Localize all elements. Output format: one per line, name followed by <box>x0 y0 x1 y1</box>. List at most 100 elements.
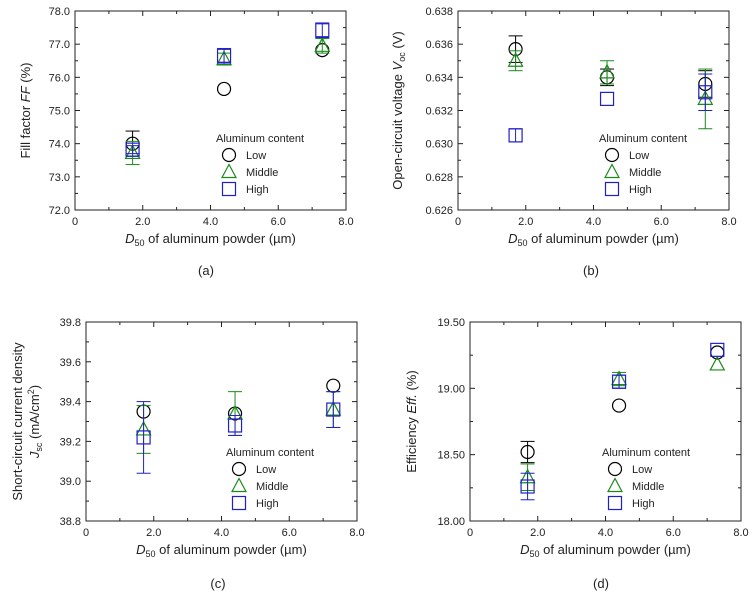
data-point-middle <box>507 51 524 67</box>
legend-marker-high <box>221 181 237 197</box>
data-point-high <box>125 142 140 157</box>
x-axis-label-subscript: 50 <box>146 549 156 559</box>
x-axis-label-subscript: 50 <box>518 238 528 248</box>
y-axis-label-text: Fill factor <box>18 102 33 158</box>
y-tick-label: 38.8 <box>60 516 81 528</box>
data-point-low <box>520 444 535 460</box>
data-point-high <box>326 402 341 417</box>
y-tick-label: 0.630 <box>425 139 453 151</box>
y-axis-label-text: Open-circuit voltage <box>390 70 405 189</box>
y-tick-label: 0.638 <box>425 6 453 18</box>
y-tick-label: 77.0 <box>49 39 70 51</box>
x-axis-label-symbol: D <box>508 231 517 246</box>
x-tick-label: 4.0 <box>214 527 229 539</box>
y-tick-label: 75.0 <box>49 106 70 118</box>
legend-marker-high <box>607 495 623 511</box>
legend-label-middle: Middle <box>256 481 288 493</box>
y-axis-label-superscript: 2 <box>26 389 36 394</box>
x-axis-label-subscript: 50 <box>530 549 540 559</box>
y-axis-label: Short-circuit current density <box>10 342 25 501</box>
legend-marker-middle <box>220 163 238 179</box>
y-axis-label-unit: (%) <box>404 370 419 394</box>
y-tick-label: 0.634 <box>425 72 453 84</box>
y-axis-label-symbol: V <box>390 60 405 70</box>
x-axis-label-symbol: D <box>520 542 529 557</box>
legend-marker-middle <box>230 477 248 493</box>
y-tick-label: 18.50 <box>437 450 465 462</box>
data-point-low <box>216 81 232 97</box>
y-axis-label: Open-circuit voltage Voc (V) <box>390 31 407 189</box>
x-tick-label: 8.0 <box>349 527 364 539</box>
y-axis-label-unit: (%) <box>18 62 33 86</box>
x-tick-label: 0 <box>455 216 461 228</box>
y-tick-label: 0.632 <box>425 106 453 118</box>
x-axis-label-subscript: 50 <box>135 238 145 248</box>
plot-frame <box>85 321 358 522</box>
y-tick-label: 18.00 <box>437 516 465 528</box>
x-axis-label-text: of aluminum powder (µm) <box>528 231 679 246</box>
x-tick-label: 8.0 <box>338 216 353 228</box>
x-tick-label: 4.0 <box>203 216 218 228</box>
y-axis-label: Fill factor FF (%) <box>18 62 33 158</box>
data-point-high <box>315 23 330 38</box>
legend-label-middle: Middle <box>632 481 664 493</box>
chart-c: 0 2.0 4.0 6.0 8.0 38.8 39.0 39.2 39.4 39.6 39.8 D50… <box>10 317 365 591</box>
legend-label-high: High <box>629 184 652 196</box>
y-axis-label-symbol: FF <box>18 85 33 102</box>
panel-caption: (a) <box>198 263 214 278</box>
y-tick-label: 72.0 <box>49 205 70 217</box>
data-point-low <box>326 378 341 393</box>
x-tick-label: 6.0 <box>654 216 669 228</box>
y-axis-label-close: ) <box>27 385 42 389</box>
x-axis-label: D50 of aluminum powder (µm) <box>125 231 296 248</box>
y-axis-label-subscript: oc <box>397 52 407 62</box>
y-tick-label: 39.8 <box>60 317 81 329</box>
data-point-high <box>216 48 232 63</box>
y-axis-label-unit: (V) <box>390 31 405 52</box>
y-axis-label-line1: Short-circuit current density <box>10 342 25 501</box>
data-point-high <box>508 128 523 143</box>
x-tick-label: 8.0 <box>721 216 736 228</box>
x-tick-label: 2.0 <box>146 527 161 539</box>
data-point-middle <box>314 37 331 52</box>
y-axis-label-line2: Jsc (mA/cm2) <box>26 385 44 459</box>
x-tick-label: 4.0 <box>586 216 601 228</box>
legend-marker-high <box>604 181 620 197</box>
x-tick-label: 2.0 <box>530 527 545 539</box>
y-tick-label: 78.0 <box>49 6 70 18</box>
legend-marker-high <box>231 495 247 511</box>
data-point-middle <box>124 144 141 160</box>
y-axis-label-subscript: sc <box>34 442 44 452</box>
y-tick-label: 0.626 <box>425 205 453 217</box>
legend-marker-low <box>607 461 623 477</box>
y-tick-label: 0.628 <box>425 172 453 184</box>
legend-label-low: Low <box>256 464 276 476</box>
legend-marker-low <box>221 147 237 163</box>
panel-caption: (c) <box>210 576 225 591</box>
y-axis-label-text: Efficiency <box>404 414 419 473</box>
x-axis-label-text: of aluminum powder (µm) <box>540 542 691 557</box>
data-point-low <box>611 398 627 413</box>
x-tick-label: 4.0 <box>598 527 613 539</box>
legend-marker-middle <box>606 477 624 493</box>
legend-label-low: Low <box>246 150 266 162</box>
data-point-high <box>611 374 627 389</box>
legend-label-high: High <box>246 184 269 196</box>
y-tick-label: 39.2 <box>60 436 81 448</box>
data-point-middle <box>709 355 726 371</box>
data-point-high <box>599 91 615 106</box>
x-axis-label: D50 of aluminum powder (µm) <box>508 231 679 248</box>
x-axis-label-text: of aluminum powder (µm) <box>156 542 307 557</box>
legend-title: Aluminum content <box>216 133 304 145</box>
y-tick-label: 39.4 <box>60 397 81 409</box>
data-point-high <box>520 479 535 494</box>
x-tick-label: 8.0 <box>733 527 748 539</box>
y-tick-label: 39.6 <box>60 357 81 369</box>
y-axis-label: Efficiency Eff. (%) <box>404 370 419 472</box>
data-point-high <box>698 85 713 100</box>
x-axis-label-text: of aluminum powder (µm) <box>145 231 296 246</box>
y-tick-label: 19.00 <box>437 383 465 395</box>
legend-title: Aluminum content <box>226 447 314 459</box>
x-tick-label: 2.0 <box>518 216 533 228</box>
